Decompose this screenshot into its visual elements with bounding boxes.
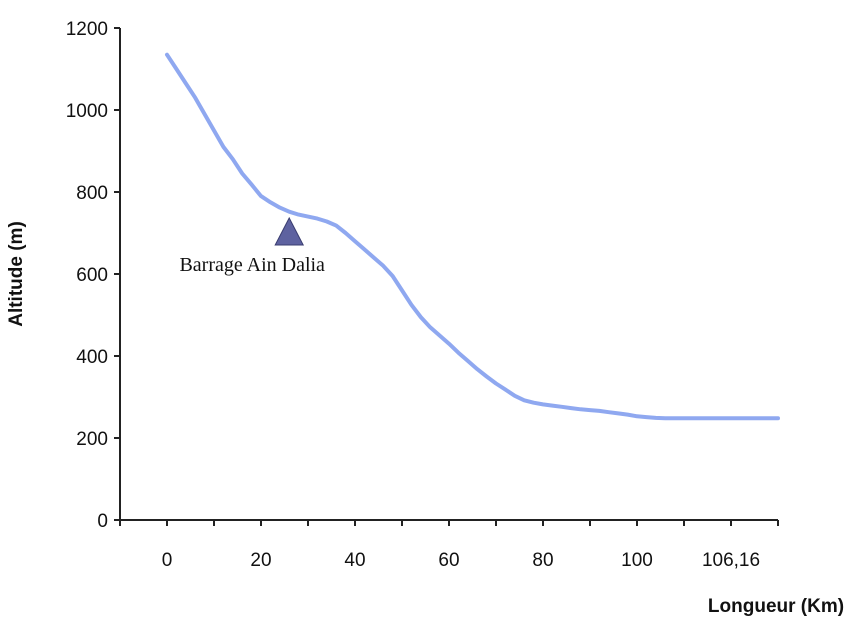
y-tick-label: 400: [76, 347, 108, 368]
y-tick-label: 200: [76, 429, 108, 450]
x-tick-label: 40: [344, 550, 365, 571]
x-tick-label: 0: [162, 550, 173, 571]
y-tick-label: 0: [97, 511, 108, 532]
y-tick-label: 1000: [66, 101, 108, 122]
dam-label: Barrage Ain Dalia: [179, 254, 325, 276]
annotations-group: Barrage Ain Dalia: [179, 216, 325, 276]
y-tick-label: 600: [76, 265, 108, 286]
x-tick-label: 80: [532, 550, 553, 571]
y-tick-label: 1200: [66, 19, 108, 40]
y-tick-label: 800: [76, 183, 108, 204]
x-tick-label: 20: [250, 550, 271, 571]
x-tick-label: 100: [621, 550, 653, 571]
y-axis-ticks: 0 200 400 600 800 1000 1200: [66, 19, 120, 532]
x-axis-title: Longueur (Km): [708, 596, 844, 617]
x-axis-ticks: 0 20 40 60 80 100 106,16: [119, 520, 779, 571]
y-axis-title: Altitude (m): [6, 221, 27, 327]
series-group: [165, 52, 780, 421]
x-tick-label: 60: [438, 550, 459, 571]
altitude-series-line: [165, 52, 780, 421]
dam-triangle-marker: [274, 216, 305, 246]
x-tick-label: 106,16: [702, 550, 760, 571]
